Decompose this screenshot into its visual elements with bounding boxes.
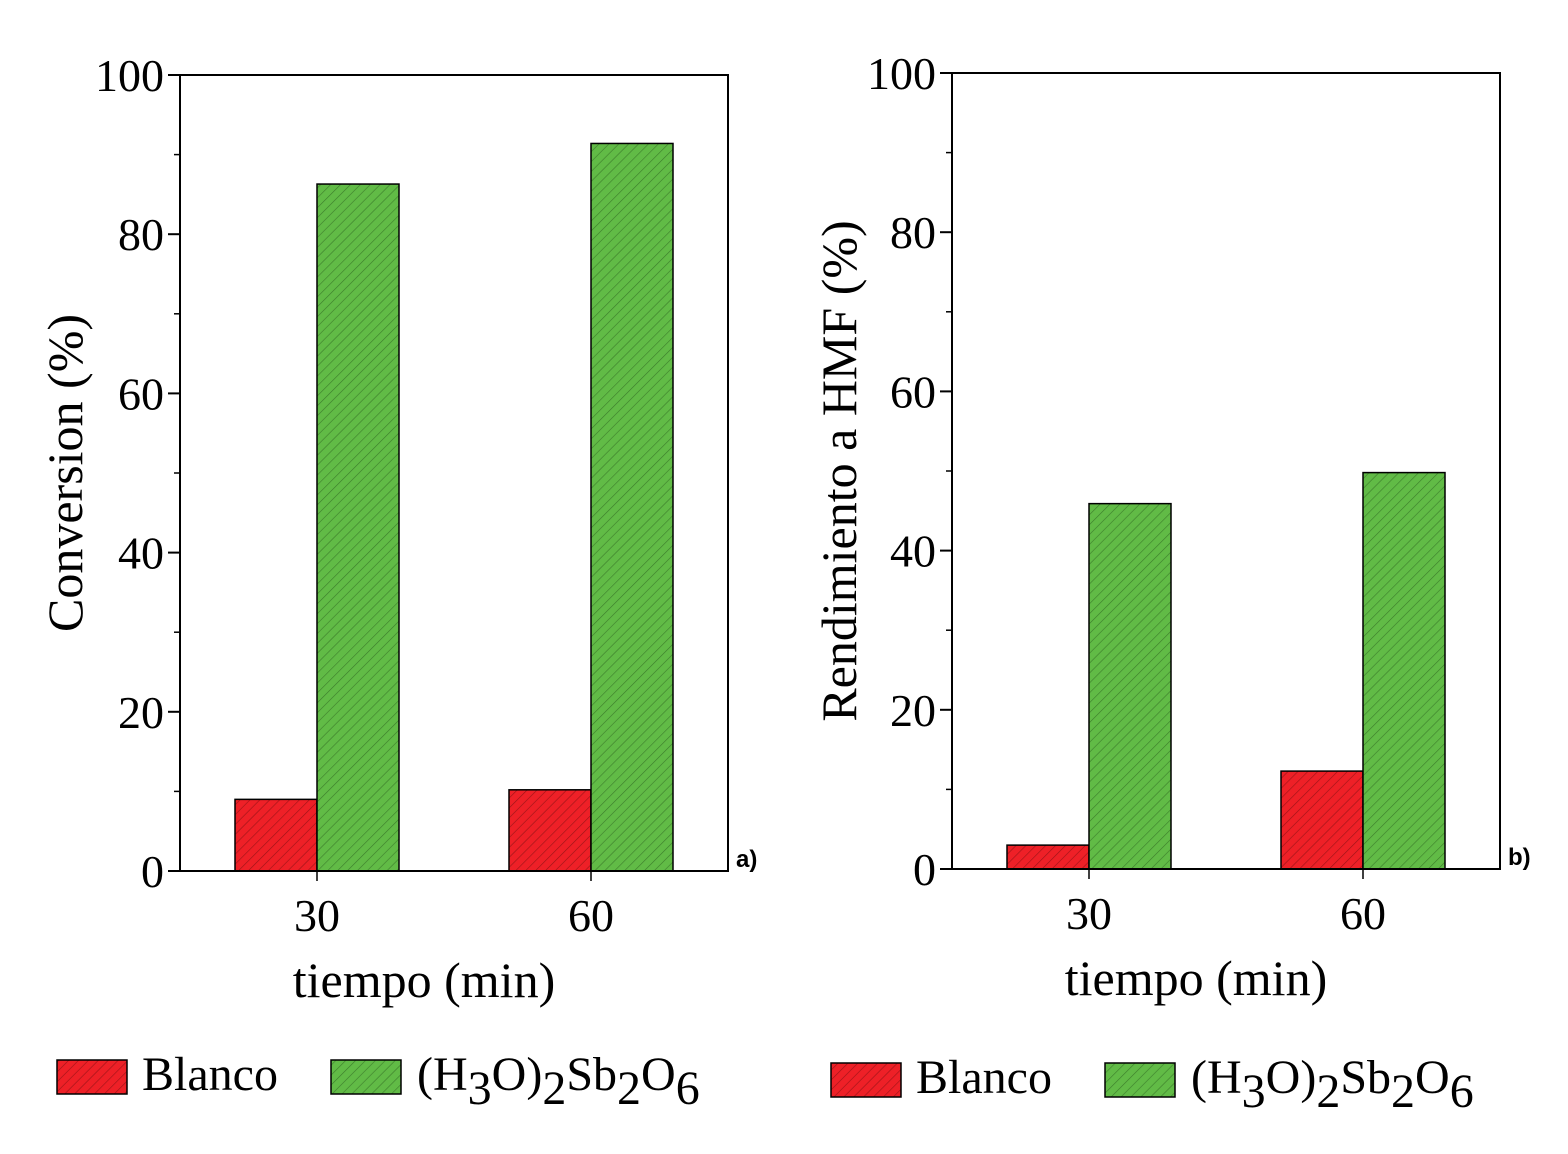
y-tick-label: 0: [141, 846, 164, 897]
x-tick-label: 60: [568, 890, 614, 941]
y-tick-label: 100: [95, 50, 164, 101]
legend-label-catalyst: (H3O)2Sb2O6: [417, 1048, 700, 1115]
y-tick-label: 20: [890, 685, 936, 736]
x-tick-label: 30: [1066, 888, 1112, 939]
y-tick-label: 60: [890, 366, 936, 417]
legend-swatch-blanco: [830, 1062, 902, 1098]
bar-60-series-0: [508, 789, 592, 872]
x-axis-title: tiempo (min): [293, 952, 555, 1008]
panel-label: a): [736, 846, 757, 873]
y-tick-label: 40: [118, 528, 164, 579]
y-tick-label: 80: [118, 209, 164, 260]
legend-swatch-blanco: [56, 1059, 128, 1095]
y-tick-label: 20: [118, 687, 164, 738]
bar-60-series-0: [1280, 770, 1364, 870]
y-tick-label: 80: [890, 207, 936, 258]
y-tick-label: 40: [890, 526, 936, 577]
y-tick-label: 60: [118, 368, 164, 419]
y-axis-title: Rendimiento a HMF (%): [811, 220, 867, 721]
bar-30-series-1: [316, 183, 400, 872]
legend-swatch-catalyst: [330, 1059, 402, 1095]
legend: Blanco (H3O)2Sb2O6: [830, 1051, 1474, 1118]
legend-label-blanco: Blanco: [142, 1048, 278, 1101]
bar-60-series-1: [590, 142, 674, 872]
y-axis-title: Conversion (%): [37, 314, 93, 632]
bar-60-series-1: [1362, 471, 1446, 870]
legend-label-catalyst: (H3O)2Sb2O6: [1191, 1051, 1474, 1118]
x-tick-label: 30: [294, 890, 340, 941]
panel-label: b): [1508, 844, 1531, 871]
chart-panel-a: 30 60 0 20 40 60 80 100 Conversion (%) tiempo (mi…: [37, 50, 757, 1115]
legend-label-blanco: Blanco: [916, 1051, 1052, 1104]
legend: Blanco (H3O)2Sb2O6: [56, 1048, 700, 1115]
legend-swatch-catalyst: [1104, 1062, 1176, 1098]
bar-30-series-0: [234, 798, 318, 872]
bar-30-series-1: [1088, 502, 1172, 870]
y-tick-label: 100: [867, 48, 936, 99]
x-axis-title: tiempo (min): [1065, 950, 1327, 1006]
x-tick-label: 60: [1340, 888, 1386, 939]
y-tick-label: 0: [913, 844, 936, 895]
bar-30-series-0: [1006, 844, 1090, 870]
chart-panel-b: 30 60 0 20 40 60 80 100 Rendimiento a HMF (%) tie…: [811, 48, 1531, 1118]
